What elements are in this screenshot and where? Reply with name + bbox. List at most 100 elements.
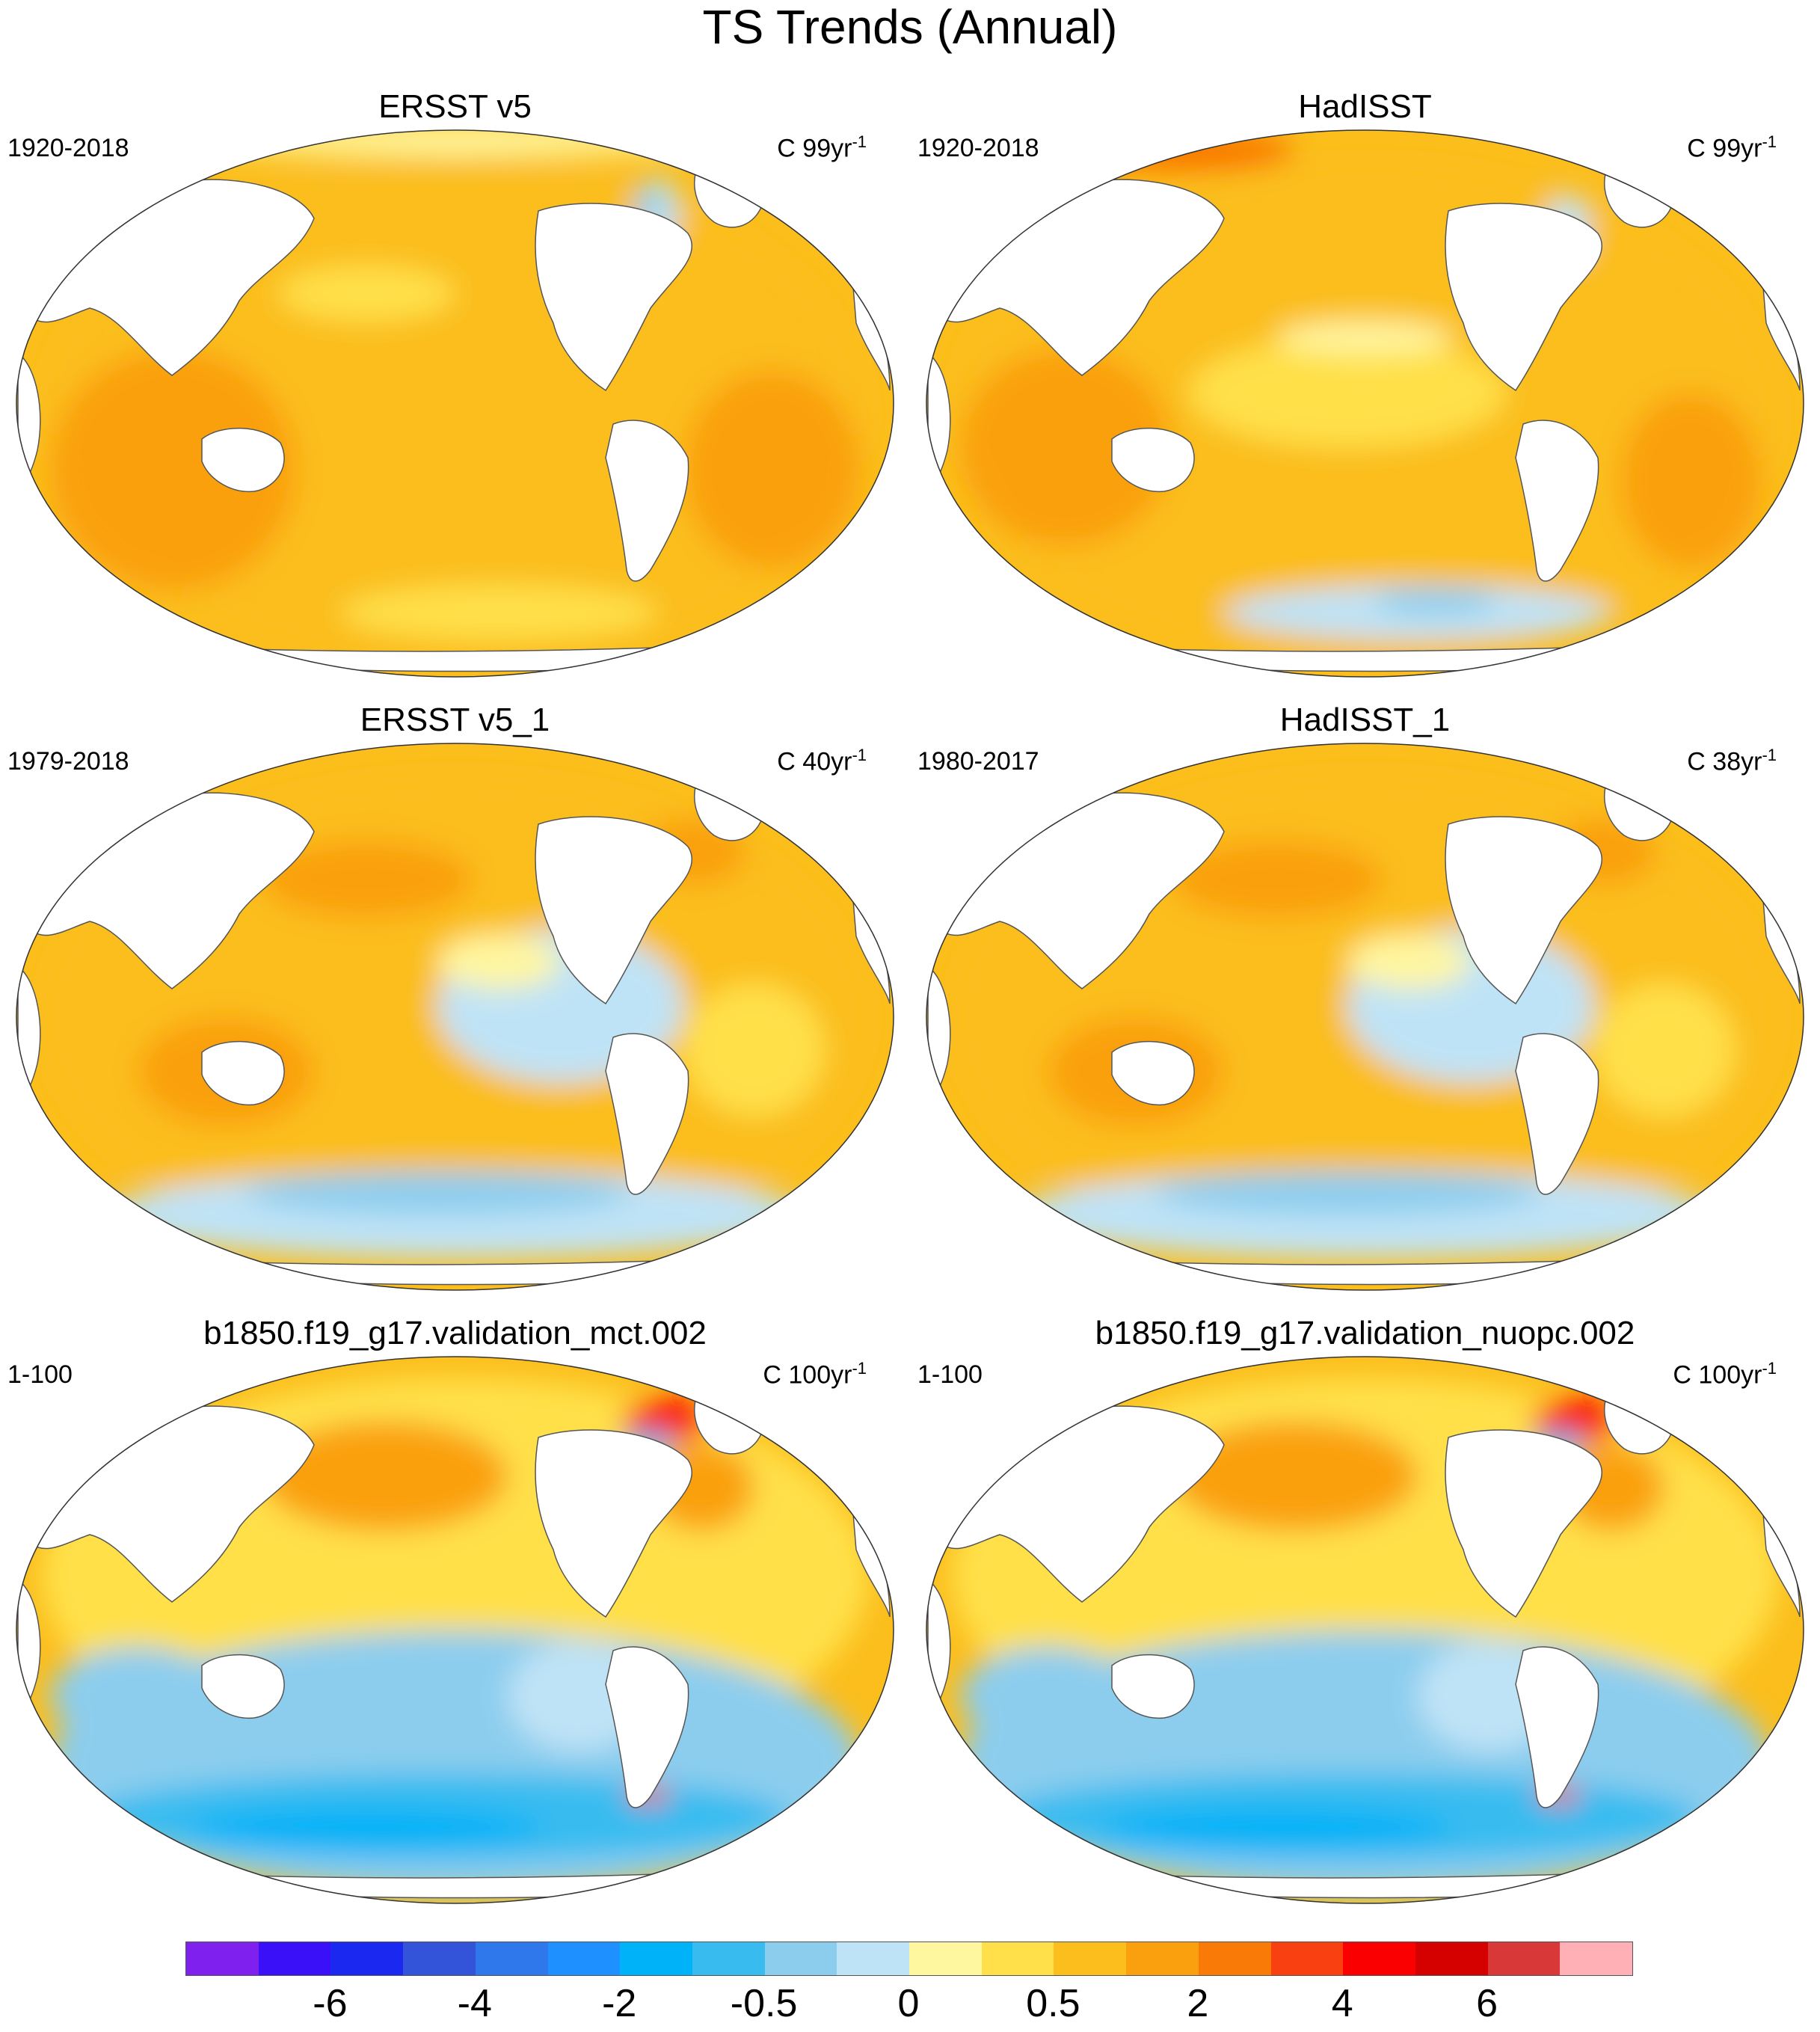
colorbar-tick-label: -0.5 xyxy=(730,1982,798,2025)
land-mass xyxy=(1515,1646,1599,1808)
land-mass xyxy=(535,1429,693,1618)
trend-contour xyxy=(191,130,719,156)
units-exponent: -1 xyxy=(1762,132,1777,151)
trend-contour xyxy=(50,1646,227,1746)
colorbar-swatch xyxy=(258,1942,331,1975)
trend-contour xyxy=(279,265,455,322)
panel-title: ERSST v5_1 xyxy=(360,702,550,738)
map-panel: ERSST v5_1 1979-2018 C 40yr-1 xyxy=(0,613,910,1291)
colorbar-tick-label: 0.5 xyxy=(1026,1982,1080,2025)
land-mass xyxy=(535,816,693,1005)
panel-title: b1850.f19_g17.validation_mct.002 xyxy=(203,1315,707,1351)
colorbar-tick-label: -2 xyxy=(602,1982,637,2025)
land-mass xyxy=(1445,816,1603,1005)
period-label: 1979-2018 xyxy=(7,747,129,776)
units-label: C 100yr-1 xyxy=(763,1354,867,1390)
map-panel: b1850.f19_g17.validation_mct.002 1-100 C 1… xyxy=(0,1227,910,1904)
trend-contour xyxy=(683,983,825,1116)
trend-contour xyxy=(1593,983,1735,1116)
colorbar-tick-label: 0 xyxy=(897,1982,920,2025)
land-mass xyxy=(1111,1654,1195,1719)
colorbar-tick-label: 2 xyxy=(1187,1982,1209,2025)
colorbar-swatch xyxy=(620,1942,692,1975)
period-label: 1-100 xyxy=(7,1360,73,1389)
colorbar xyxy=(185,1942,1633,1976)
colorbar-swatch xyxy=(1487,1942,1561,1975)
land-mass xyxy=(535,203,693,392)
colorbar-swatch xyxy=(475,1942,548,1975)
units-text: C 40yr xyxy=(777,747,852,776)
trend-contour xyxy=(340,585,658,640)
colorbar-swatch xyxy=(1560,1942,1633,1975)
colorbar-labels: -6 -4 -2 -0.5 0 0.5 2 4 6 xyxy=(185,1982,1632,2027)
units-exponent: -1 xyxy=(1762,746,1777,764)
ocean-field xyxy=(926,1357,1804,1903)
map-plot xyxy=(16,129,894,678)
map-plot xyxy=(926,129,1804,678)
trend-contour xyxy=(1374,587,1498,616)
trend-contour xyxy=(437,934,561,989)
land-mass xyxy=(605,420,689,582)
land-mass xyxy=(1111,427,1195,493)
colorbar-swatch xyxy=(1415,1942,1488,1975)
period-label: 1-100 xyxy=(917,1360,983,1389)
trend-contour xyxy=(1171,1421,1418,1532)
colorbar-swatch xyxy=(331,1942,404,1975)
colorbar-swatch xyxy=(981,1942,1054,1975)
trend-contour xyxy=(261,841,473,918)
units-text: C 99yr xyxy=(1687,134,1762,163)
map-panel: b1850.f19_g17.validation_nuopc.002 1-100 C… xyxy=(910,1227,1820,1904)
colorbar-swatch xyxy=(547,1942,621,1975)
units-text: C 38yr xyxy=(1687,747,1762,776)
panel-title: ERSST v5 xyxy=(378,88,532,125)
units-label: C 99yr-1 xyxy=(777,127,867,163)
figure-title: TS Trends (Annual) xyxy=(702,0,1118,54)
ocean-field xyxy=(16,1357,894,1903)
map-border xyxy=(16,129,894,678)
map-plot xyxy=(926,743,1804,1291)
panel-title: HadISST_1 xyxy=(1279,702,1451,738)
trend-contour xyxy=(261,1421,508,1532)
trend-contour xyxy=(1154,1170,1541,1215)
trend-contour xyxy=(1276,321,1454,354)
trend-contour xyxy=(1189,337,1506,448)
map-border xyxy=(16,1356,894,1904)
colorbar-swatch xyxy=(909,1942,982,1975)
map-plot xyxy=(16,1356,894,1904)
trend-contour xyxy=(1620,392,1762,568)
panel-title: b1850.f19_g17.validation_nuopc.002 xyxy=(1095,1315,1635,1351)
colorbar-swatch xyxy=(837,1942,910,1975)
map-border xyxy=(926,129,1804,678)
land-mass xyxy=(1111,1040,1195,1106)
ocean-field xyxy=(16,743,894,1290)
map-plot xyxy=(926,1356,1804,1904)
period-label: 1980-2017 xyxy=(917,747,1039,776)
units-exponent: -1 xyxy=(852,132,867,151)
land-mass xyxy=(1515,1033,1599,1195)
colorbar-tick-label: 6 xyxy=(1476,1982,1498,2025)
units-label: C 40yr-1 xyxy=(777,740,867,776)
trend-contour xyxy=(622,1399,710,1443)
ocean-field xyxy=(926,130,1804,677)
trend-contour xyxy=(960,349,1172,547)
units-text: C 99yr xyxy=(777,134,852,163)
land-mass xyxy=(1445,203,1603,392)
units-text: C 100yr xyxy=(1673,1360,1762,1390)
units-exponent: -1 xyxy=(852,1359,867,1378)
trend-contour xyxy=(1101,1805,1454,1850)
panel-title: HadISST xyxy=(1298,88,1432,125)
colorbar-swatch xyxy=(1054,1942,1127,1975)
colorbar-tick-label: -6 xyxy=(313,1982,348,2025)
units-label: C 38yr-1 xyxy=(1687,740,1777,776)
trend-contour xyxy=(1347,934,1471,989)
map-panel: HadISST 1920-2018 C 99yr-1 xyxy=(910,0,1820,678)
units-label: C 100yr-1 xyxy=(1673,1354,1777,1390)
map-panel: ERSST v5 1920-2018 C 99yr-1 xyxy=(0,0,910,678)
trend-contour xyxy=(1532,1399,1620,1443)
trend-contour xyxy=(1171,841,1383,918)
land-mass xyxy=(201,1040,285,1106)
land-mass xyxy=(1445,1429,1603,1618)
land-mass xyxy=(201,427,285,493)
colorbar-swatch xyxy=(1198,1942,1271,1975)
trend-contour xyxy=(683,370,860,568)
